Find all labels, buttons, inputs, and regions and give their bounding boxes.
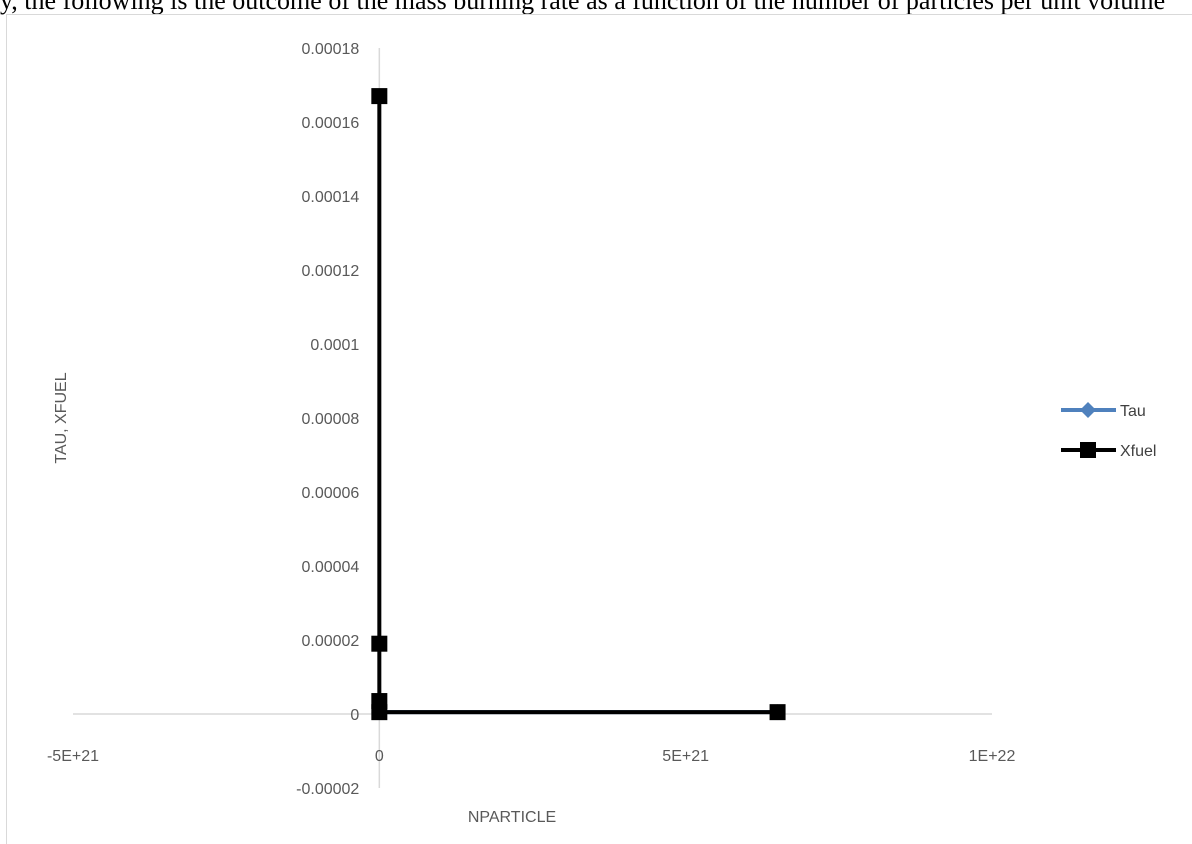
data-point-marker xyxy=(1080,442,1096,458)
x-tick-label: -5E+21 xyxy=(47,748,99,765)
series-xfuel xyxy=(371,88,786,721)
y-tick-label: 0.0001 xyxy=(310,337,359,354)
data-point-marker xyxy=(1080,402,1096,418)
series-layer xyxy=(371,88,786,721)
y-tick-label: -0.00002 xyxy=(296,781,359,798)
tick-labels: -0.00002 0 0.00002 0.00004 0.00006 0.00008 0.0… xyxy=(47,41,1015,798)
data-point-marker xyxy=(769,704,786,721)
data-point-marker xyxy=(371,88,388,105)
x-tick-label: 0 xyxy=(375,748,384,765)
y-tick-label: 0.00008 xyxy=(301,411,359,428)
legend-label: Xfuel xyxy=(1120,443,1156,460)
x-axis-title: NPARTICLE xyxy=(468,809,556,826)
y-tick-label: 0.00016 xyxy=(301,115,359,132)
y-tick-label: 0 xyxy=(350,707,359,724)
page-header-text: y, the following is the outcome of the m… xyxy=(0,0,1166,15)
y-axis-title: TAU, XFUEL xyxy=(53,372,70,463)
series-line xyxy=(377,96,778,715)
y-tick-label: 0.00012 xyxy=(301,263,359,280)
y-tick-label: 0.00018 xyxy=(301,41,359,58)
y-tick-label: 0.00002 xyxy=(301,633,359,650)
axes-layer xyxy=(73,48,992,788)
y-tick-label: 0.00004 xyxy=(301,559,359,576)
chart-area xyxy=(6,14,1192,844)
legend: Tau Xfuel xyxy=(1061,402,1156,460)
y-tick-label: 0.00006 xyxy=(301,485,359,502)
y-tick-label: 0.00014 xyxy=(301,189,359,206)
data-point-marker xyxy=(371,635,388,652)
data-point-marker xyxy=(371,704,388,721)
legend-item-xfuel: Xfuel xyxy=(1061,442,1156,460)
legend-label: Tau xyxy=(1120,403,1146,420)
x-tick-label: 5E+21 xyxy=(662,748,709,765)
legend-item-tau: Tau xyxy=(1061,402,1146,420)
x-tick-label: 1E+22 xyxy=(969,748,1016,765)
